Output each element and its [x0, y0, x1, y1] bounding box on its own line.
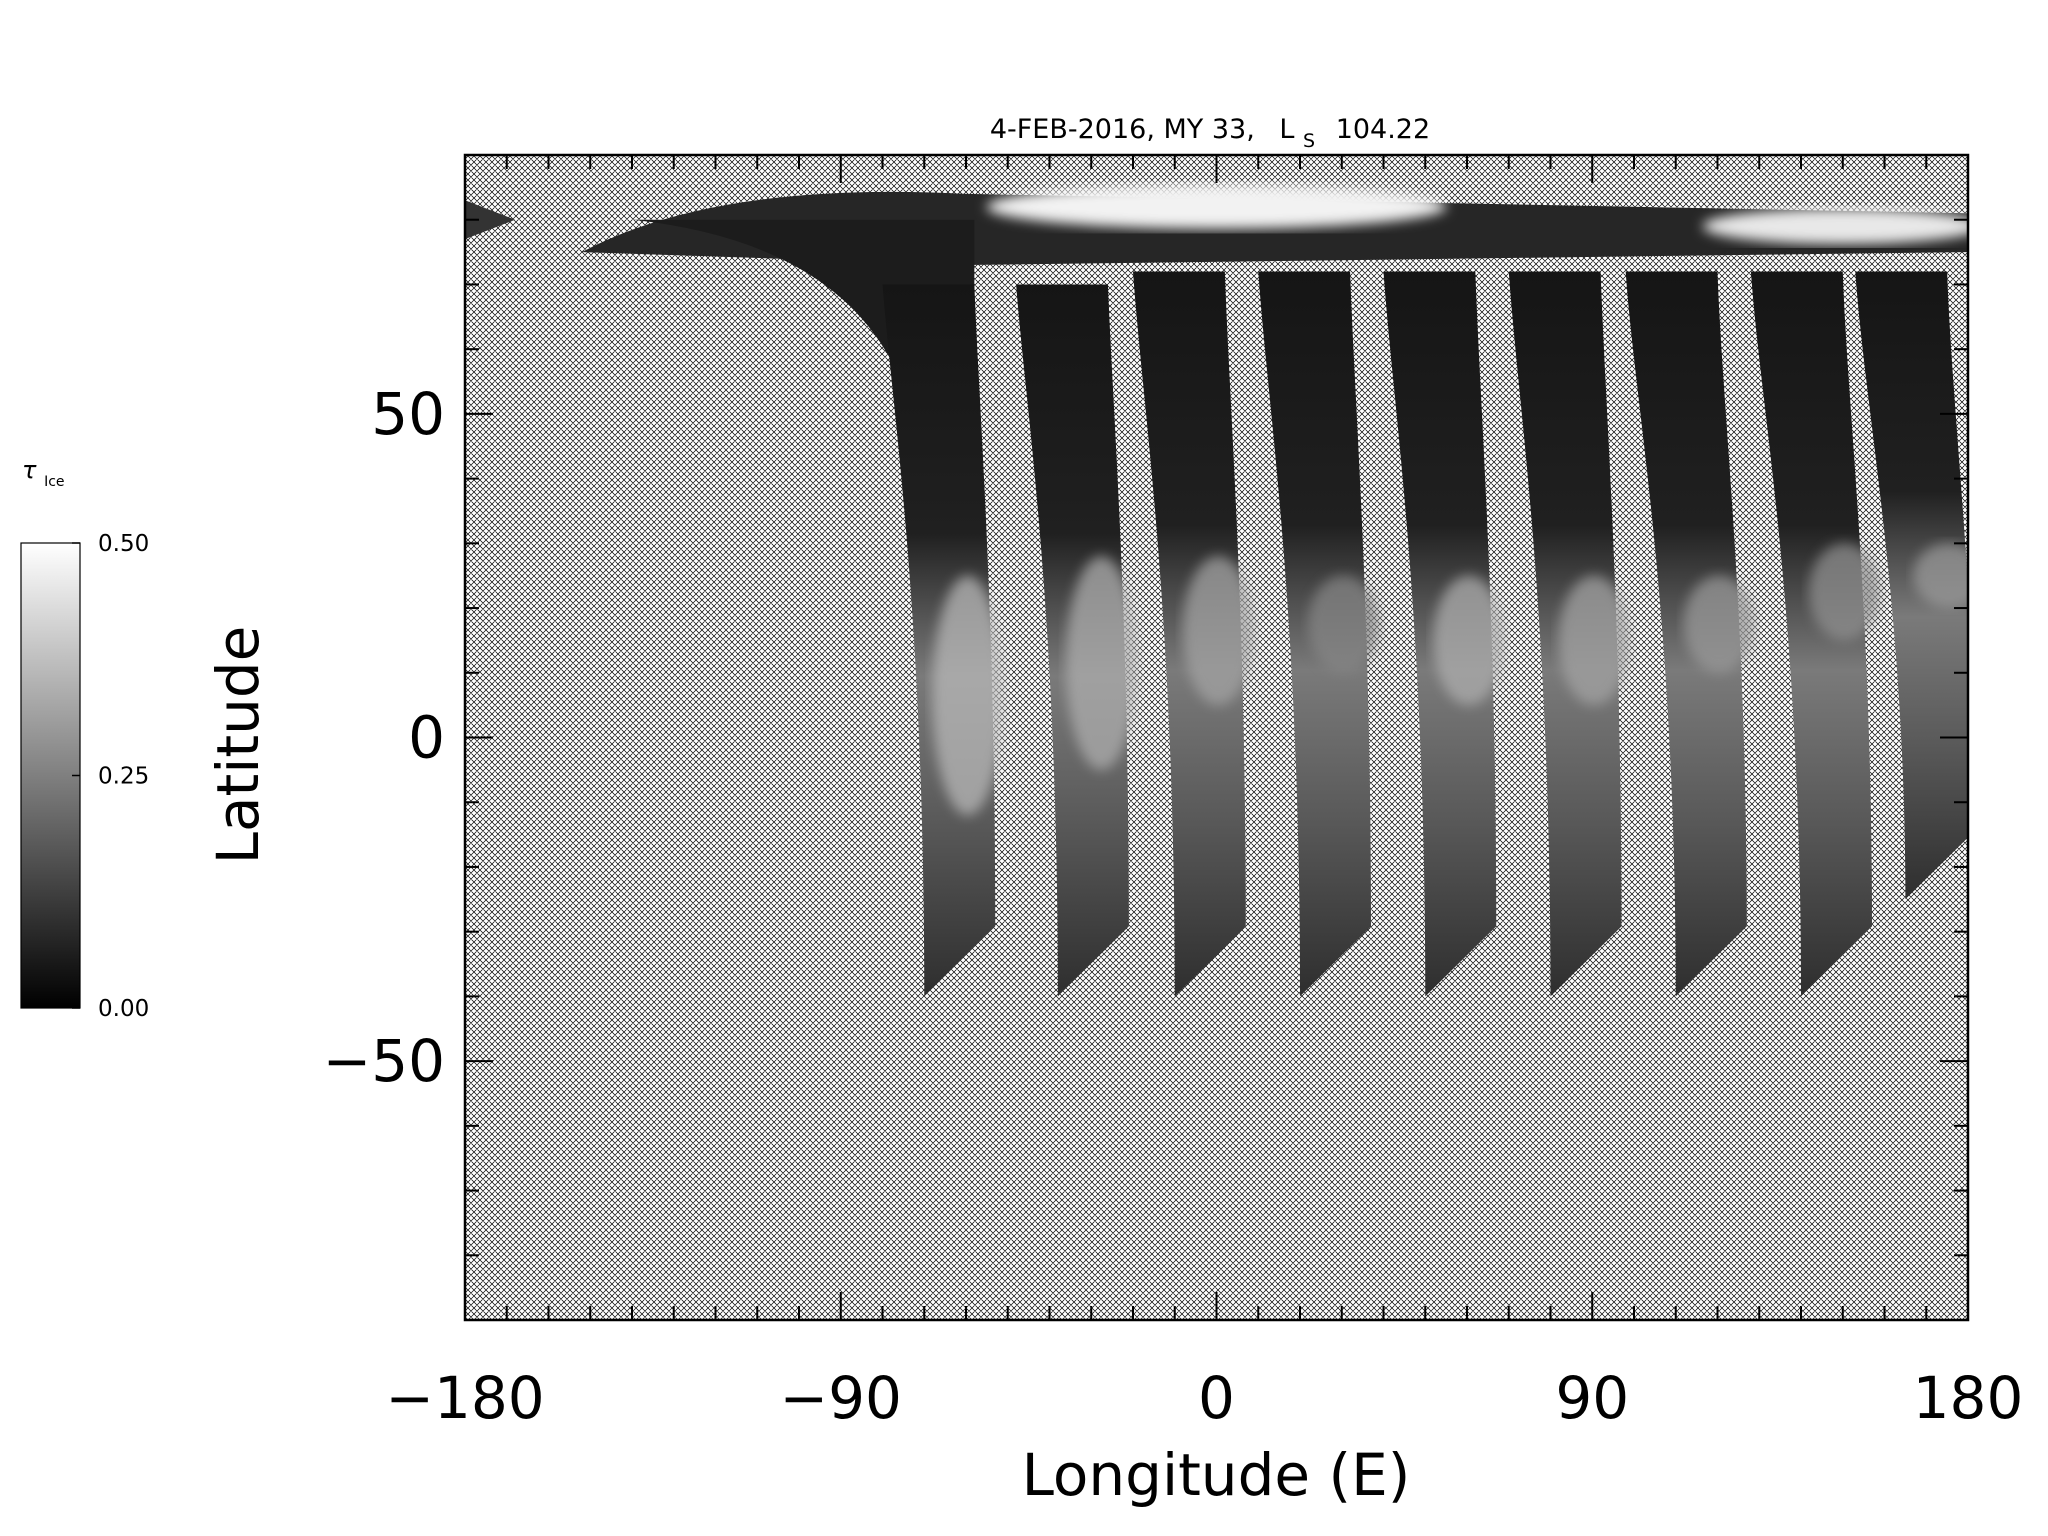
chart-title: 4-FEB-2016, MY 33, L S 104.22: [990, 114, 1430, 154]
x-tick-label: 90: [1555, 1364, 1629, 1432]
x-tick-label: 0: [1198, 1364, 1235, 1432]
y-tick-label: 50: [371, 380, 445, 448]
swath-1: [882, 284, 1004, 997]
swath-3: [1133, 271, 1254, 997]
swath-6: [1508, 271, 1630, 997]
swath-2: [1016, 284, 1137, 997]
swath-cloud: [1308, 575, 1379, 673]
swath-7: [1625, 271, 1755, 997]
title-ls-value: 104.22: [1336, 114, 1430, 145]
x-tick-label: 180: [1913, 1364, 2024, 1432]
x-tick-label: −180: [385, 1364, 544, 1432]
polar-cap: [986, 184, 1447, 229]
swath-cloud: [1913, 543, 1968, 609]
swath-body: [1855, 271, 1968, 900]
swath-cloud: [1683, 575, 1755, 673]
swath-cloud: [1809, 543, 1880, 641]
swath-cloud: [1182, 556, 1254, 706]
polar-coverage-west: [465, 200, 516, 240]
swath-cloud: [932, 575, 1004, 816]
swath-5: [1383, 271, 1505, 997]
colorbar-tick-label: 0.25: [98, 764, 149, 790]
swath-9: [1855, 271, 1968, 900]
colorbar: [20, 542, 81, 1009]
colorbar-tick-label: 0.00: [98, 996, 149, 1022]
title-ls-symbol: L: [1279, 114, 1294, 145]
polar-cap-east: [1702, 208, 1968, 245]
coverage-edge: [632, 219, 975, 427]
colorbar-tick-label: 0.50: [98, 531, 149, 557]
x-axis-label: Longitude (E): [1022, 1441, 1411, 1509]
x-tick-label: −90: [780, 1364, 902, 1432]
colorbar-symbol: τ: [22, 456, 37, 484]
swath-cloud: [1433, 575, 1505, 706]
title-ls-subscript: S: [1303, 130, 1315, 152]
swath-4: [1258, 271, 1379, 997]
swath-cloud: [1065, 556, 1137, 770]
y-tick-label: −50: [323, 1027, 445, 1095]
swath-8: [1750, 271, 1880, 997]
title-date: 4-FEB-2016, MY 33,: [990, 114, 1255, 145]
y-axis-label: Latitude: [204, 626, 272, 865]
swath-body: [1750, 271, 1872, 997]
y-tick-label: 0: [408, 704, 445, 772]
colorbar-subscript: Ice: [44, 474, 64, 490]
swath-cloud: [1558, 575, 1630, 706]
colorbar-title: τ Ice: [22, 456, 65, 490]
